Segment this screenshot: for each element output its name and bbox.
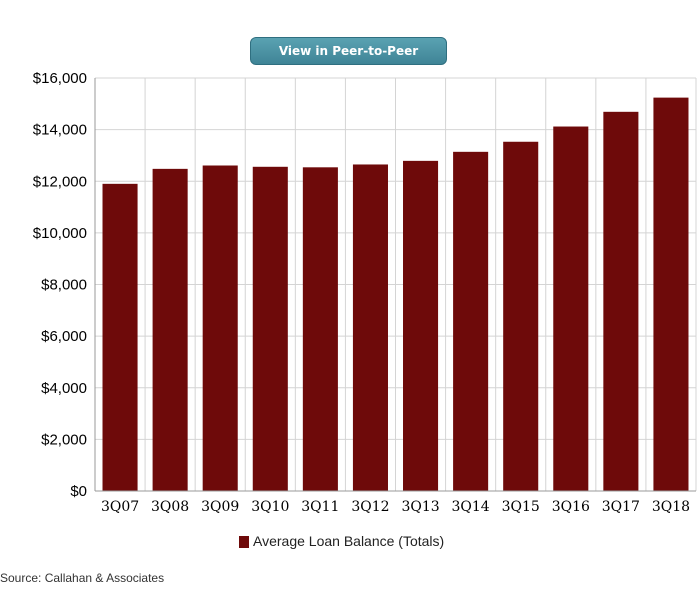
x-tick-label: 3Q16 [552,499,590,515]
view-in-peer-to-peer-button[interactable]: View in Peer-to-Peer [250,37,447,65]
y-tick-label: $8,000 [41,277,87,294]
x-tick-label: 3Q10 [251,499,289,515]
y-tick-label: $0 [70,483,87,500]
x-tick-label: 3Q09 [201,499,239,515]
source-note: Source: Callahan & Associates [0,571,165,585]
y-tick-label: $14,000 [33,122,87,139]
bar-3Q14[interactable] [453,151,489,492]
bar-3Q12[interactable] [352,164,388,492]
x-tick-label: 3Q13 [401,499,439,515]
bar-3Q18[interactable] [653,97,689,492]
x-tick-label: 3Q11 [301,499,339,515]
axes [94,78,696,492]
legend: Average Loan Balance (Totals) [239,533,444,549]
x-tick-label: 3Q14 [452,499,490,515]
bar-3Q10[interactable] [252,166,288,492]
x-tick-label: 3Q15 [502,499,540,515]
bar-3Q08[interactable] [152,168,188,492]
x-tick-label: 3Q17 [602,499,640,515]
y-tick-label: $10,000 [33,225,87,242]
y-tick-label: $2,000 [41,431,87,448]
bar-3Q11[interactable] [302,167,338,491]
bar-3Q09[interactable] [202,165,238,491]
legend-label: Average Loan Balance (Totals) [253,533,444,549]
grid-lines [94,77,697,492]
y-axis-ticks: $0 $2,000 $4,000 $6,000 $8,000 $10,000 $12,000… [33,70,87,500]
x-tick-label: 3Q07 [101,499,139,515]
bar-3Q13[interactable] [403,160,439,491]
legend-swatch [239,536,249,548]
y-tick-label: $6,000 [41,328,87,345]
bar-3Q16[interactable] [553,126,589,491]
y-tick-label: $16,000 [33,70,87,87]
bar-3Q17[interactable] [603,111,639,491]
y-tick-label: $12,000 [33,173,87,190]
y-tick-label: $4,000 [41,380,87,397]
x-tick-label: 3Q08 [151,499,189,515]
bars [102,97,689,492]
x-axis-ticks: 3Q07 3Q08 3Q09 3Q10 3Q11 3Q12 3Q13 3Q14 3Q15 3Q16… [101,499,690,515]
x-tick-label: 3Q18 [652,499,690,515]
x-tick-label: 3Q12 [351,499,389,515]
bar-3Q07[interactable] [102,183,138,492]
bar-3Q15[interactable] [503,141,539,491]
